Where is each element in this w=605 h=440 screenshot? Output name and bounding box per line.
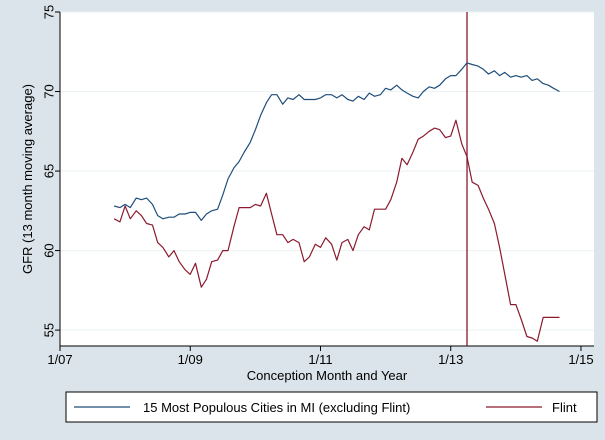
x-axis-label: Conception Month and Year [247,368,408,383]
plot-area [60,12,594,346]
legend-label-flint: Flint [552,400,577,415]
x-ticks: 1/07 1/09 1/11 1/13 1/15 [47,346,594,367]
y-axis-label: GFR (13 month moving average) [20,84,35,274]
y-tick-label: 70 [42,84,57,98]
y-tick-label: 65 [42,164,57,178]
x-tick-label: 1/07 [47,352,72,367]
x-tick-label: 1/09 [178,352,203,367]
series-layer [113,62,560,342]
series-line-flint [113,119,560,342]
series-line-cities [113,62,560,221]
y-ticks: 55 60 65 70 75 [42,5,60,337]
y-tick-label: 55 [42,323,57,337]
x-tick-label: 1/11 [308,352,332,367]
x-tick-label: 1/13 [438,352,463,367]
y-tick-label: 60 [42,243,57,257]
grid-layer [60,11,594,331]
y-tick-label: 75 [42,5,57,19]
legend-label-cities: 15 Most Populous Cities in MI (excluding… [143,400,410,415]
x-tick-label: 1/15 [568,352,593,367]
